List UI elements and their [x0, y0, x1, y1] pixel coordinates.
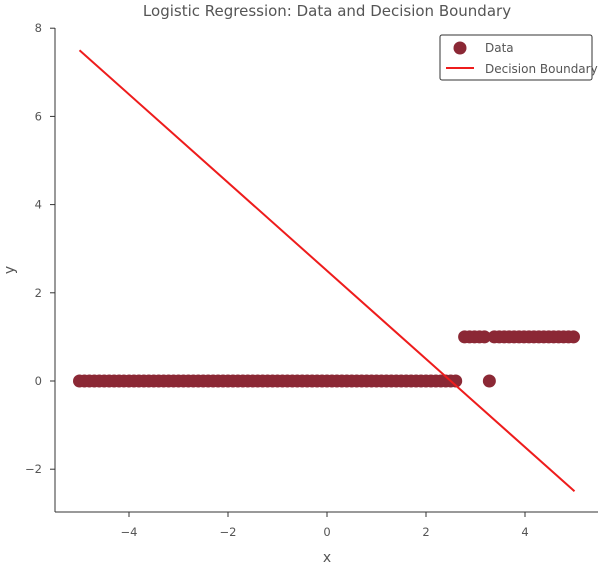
data-point	[449, 374, 463, 388]
x-tick-label: −4	[121, 525, 138, 539]
y-tick-label: 4	[35, 198, 42, 212]
data-series	[73, 330, 581, 388]
x-axis-label: x	[323, 550, 331, 566]
legend-boundary-label: Decision Boundary	[485, 62, 598, 76]
legend-data-label: Data	[485, 41, 514, 55]
legend: Data Decision Boundary	[439, 34, 598, 81]
y-axis-label: y	[2, 266, 18, 274]
legend-box	[439, 34, 593, 81]
y-tick-label: 8	[35, 21, 42, 35]
x-ticks: −4 −2 0 2 4	[121, 512, 529, 539]
y-tick-label: 6	[35, 109, 42, 123]
legend-data-marker	[453, 41, 467, 55]
decision-boundary-line	[78, 49, 576, 492]
y-ticks: −2 0 2 4 6 8	[25, 21, 55, 476]
plot-area	[73, 49, 581, 492]
data-point	[567, 330, 581, 344]
data-point	[477, 330, 491, 344]
y-tick-label: 0	[35, 374, 42, 388]
x-tick-label: 2	[422, 525, 429, 539]
data-point	[482, 374, 496, 388]
y-tick-label: 2	[35, 286, 42, 300]
x-tick-label: 4	[521, 525, 528, 539]
x-tick-label: −2	[220, 525, 237, 539]
y-tick-label: −2	[25, 462, 42, 476]
x-tick-label: 0	[323, 525, 330, 539]
chart-title: Logistic Regression: Data and Decision B…	[143, 2, 511, 20]
